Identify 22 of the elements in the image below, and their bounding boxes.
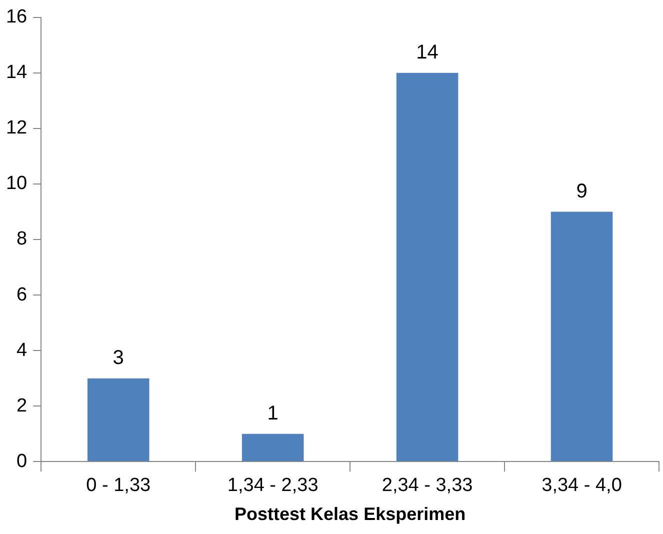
y-tick-label: 10	[6, 173, 28, 194]
x-tick-label: 0 - 1,33	[86, 475, 151, 496]
bar	[87, 378, 150, 462]
y-tick-label: 14	[6, 62, 28, 84]
data-label: 14	[416, 41, 438, 64]
bar	[242, 434, 304, 462]
y-tick-label: 16	[6, 6, 28, 28]
data-label: 1	[267, 402, 278, 424]
y-tick-label: 12	[6, 118, 28, 139]
x-tick-label: 2,34 - 3,33	[382, 475, 473, 496]
x-axis-title: Posttest Kelas Eksperimen	[234, 504, 466, 524]
x-tick-label: 1,34 - 2,33	[227, 475, 318, 496]
bar	[550, 212, 613, 462]
y-tick-label: 8	[16, 228, 28, 250]
y-tick-label: 4	[16, 340, 28, 361]
y-tick-label: 0	[16, 450, 28, 472]
data-label: 3	[112, 346, 124, 369]
data-label: 9	[576, 180, 588, 202]
y-tick-label: 2	[16, 395, 28, 416]
y-tick-label: 6	[16, 284, 28, 306]
x-tick-label: 3,34 - 4,0	[542, 475, 622, 496]
bar	[396, 72, 458, 462]
